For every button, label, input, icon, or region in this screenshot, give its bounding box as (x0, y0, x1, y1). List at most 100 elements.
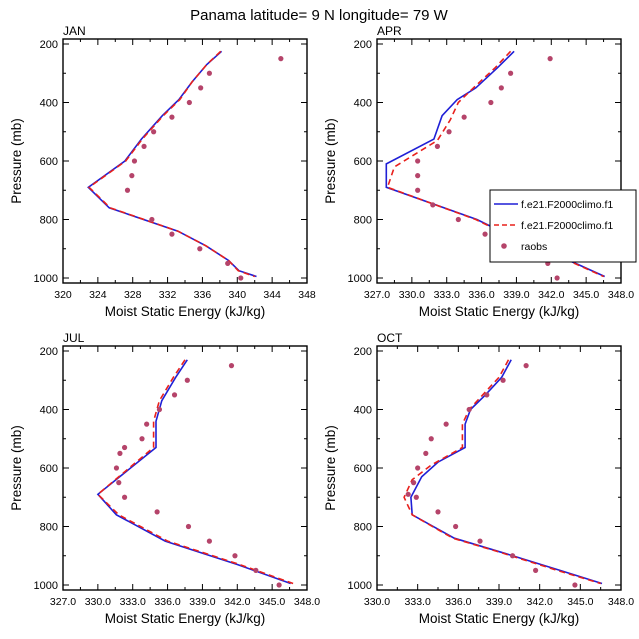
raobs-point (151, 129, 157, 135)
raobs-point (484, 392, 490, 398)
legend-label: raobs (521, 241, 547, 253)
x-tick-label: 345.0 (567, 596, 593, 608)
raobs-point (117, 450, 123, 456)
y-tick-label: 200 (354, 39, 372, 51)
raobs-point (509, 553, 516, 559)
raobs-point (131, 158, 138, 164)
raobs-point (435, 509, 441, 515)
raobs-point (124, 187, 131, 193)
raobs-point (547, 56, 553, 62)
raobs-point (238, 275, 244, 281)
x-tick-label: 344 (263, 289, 281, 301)
x-axis-label: Moist Static Energy (kJ/kg) (105, 611, 266, 626)
raobs-point (144, 421, 150, 427)
raobs-point (149, 216, 155, 223)
legend-marker (501, 243, 507, 249)
model-line-1 (410, 359, 603, 585)
raobs-point (428, 436, 434, 442)
raobs-point (455, 216, 461, 223)
x-tick-label: 339.0 (503, 289, 529, 301)
x-tick-label: 342.0 (224, 596, 250, 608)
x-tick-label: 336.0 (468, 289, 494, 301)
x-tick-label: 336.0 (445, 596, 471, 608)
raobs-point (225, 260, 231, 266)
raobs-point (253, 567, 259, 573)
raobs-point (405, 491, 411, 497)
raobs-point (415, 187, 421, 193)
raobs-point (533, 567, 539, 573)
panel-jul: JUL 327.0 330.0 333.0 336.0 339.0 342.0 345.0 34… (9, 331, 320, 626)
x-tick-label: 332 (159, 289, 177, 301)
y-tick-label: 1000 (34, 580, 58, 592)
raobs-point (113, 465, 120, 471)
x-tick-label: 330.0 (364, 596, 390, 608)
raobs-point (453, 523, 459, 530)
raobs-point (171, 392, 178, 398)
panel-title: JAN (63, 24, 86, 38)
y-tick-label: 1000 (34, 273, 58, 285)
legend-label: f.e21.F2000climo.f1 (521, 199, 613, 211)
raobs-point (461, 114, 467, 120)
y-tick-label: 400 (354, 405, 372, 417)
model-line-2 (96, 359, 294, 585)
panel-oct: OCT 330.0 333.0 336.0 339.0 342.0 345.0 348.0 20… (323, 331, 634, 626)
raobs-point (466, 406, 472, 413)
raobs-point (477, 538, 483, 544)
legend-box (489, 189, 637, 263)
y-axis-label: Pressure (mb) (9, 118, 24, 204)
panel-apr: APR 327.0 330.0 333.0 336.0 339.0 342.0 345.0 34… (323, 24, 634, 319)
y-tick-label: 200 (40, 39, 58, 51)
x-tick-label: 348 (298, 289, 316, 301)
panel-title: JUL (63, 331, 85, 345)
y-tick-label: 600 (354, 463, 372, 475)
x-tick-label: 348.0 (608, 596, 634, 608)
plot-frame (376, 345, 622, 591)
raobs-point (446, 129, 452, 135)
raobs-point (141, 143, 147, 149)
y-tick-label: 200 (354, 346, 372, 358)
model-line-2 (403, 359, 601, 585)
y-axis-label: Pressure (mb) (9, 425, 24, 511)
raobs-point (523, 363, 529, 369)
raobs-point (139, 436, 145, 442)
x-tick-label: 342.0 (538, 289, 564, 301)
raobs-point (121, 444, 128, 451)
x-tick-label: 328 (124, 289, 142, 301)
raobs-point (184, 377, 190, 383)
y-tick-label: 400 (354, 98, 372, 110)
x-tick-label: 333.0 (405, 596, 431, 608)
x-axis-label: Moist Static Energy (kJ/kg) (419, 304, 580, 319)
y-tick-label: 400 (40, 405, 58, 417)
x-tick-label: 336 (194, 289, 212, 301)
raobs-point (198, 85, 204, 91)
x-tick-label: 327.0 (364, 289, 390, 301)
plot-frame (62, 38, 308, 284)
y-tick-label: 800 (40, 522, 58, 534)
panel-title: APR (377, 24, 402, 38)
raobs-point (508, 70, 514, 76)
legend-label: f.e21.F2000climo.f1 (521, 220, 613, 232)
x-tick-label: 345.0 (259, 596, 285, 608)
raobs-point (232, 553, 238, 559)
y-axis-label: Pressure (mb) (323, 425, 338, 511)
raobs-point (121, 494, 128, 500)
x-tick-label: 336.0 (154, 596, 180, 608)
raobs-point (482, 231, 488, 237)
raobs-point (156, 406, 163, 413)
x-tick-label: 330.0 (85, 596, 111, 608)
raobs-point (206, 70, 212, 76)
figure-title: Panama latitude= 9 N longitude= 79 W (190, 7, 449, 24)
y-tick-label: 600 (40, 156, 58, 168)
x-tick-label: 330.0 (399, 289, 425, 301)
raobs-point (278, 56, 284, 62)
panel-jan: JAN 320 324 328 332 336 340 344 348 200 400 600 800 1… (9, 24, 316, 319)
raobs-point (129, 173, 135, 179)
x-tick-label: 339.0 (189, 596, 215, 608)
x-tick-label: 348.0 (294, 596, 320, 608)
raobs-point (186, 99, 192, 106)
y-tick-label: 600 (40, 463, 58, 475)
x-tick-label: 340 (229, 289, 247, 301)
x-tick-label: 348.0 (608, 289, 634, 301)
raobs-point (423, 450, 429, 456)
